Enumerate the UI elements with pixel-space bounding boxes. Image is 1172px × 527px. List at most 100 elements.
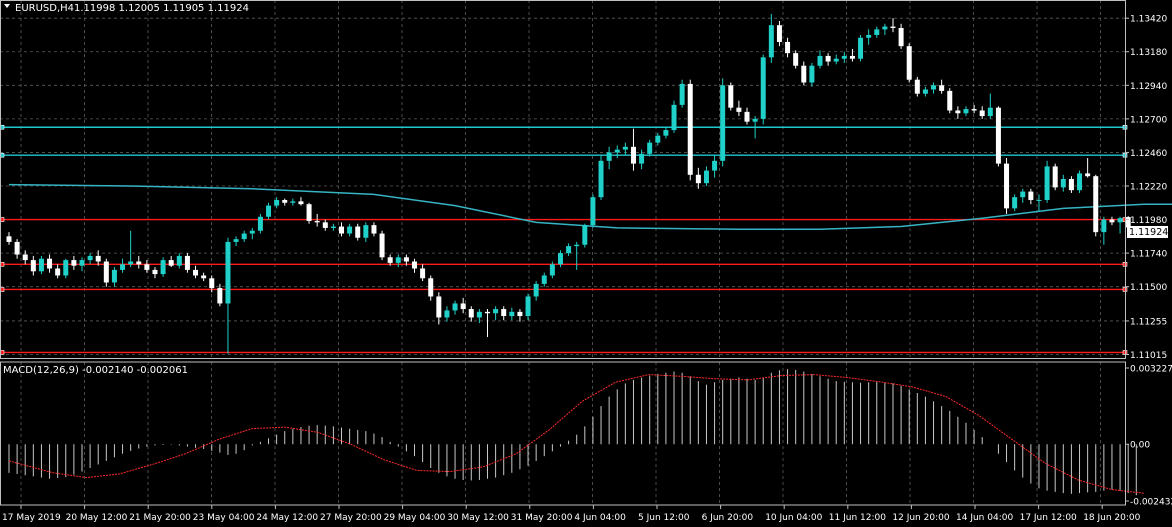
candle-bull bbox=[590, 197, 596, 226]
candle-bear bbox=[898, 27, 904, 47]
candle-bull bbox=[1101, 219, 1107, 233]
candle-bull bbox=[963, 109, 969, 114]
price-axis: 1.13420 1.13180 1.12940 1.12700 1.12460 1.122… bbox=[1125, 15, 1167, 361]
candle-bear bbox=[387, 257, 393, 263]
candle-bear bbox=[420, 268, 426, 279]
candle-bear bbox=[728, 85, 734, 108]
price-tick-label: 1.11015 bbox=[1130, 351, 1167, 361]
candle-bear bbox=[314, 220, 320, 223]
dropdown-triangle-icon[interactable] bbox=[4, 4, 10, 8]
panel-frames bbox=[0, 0, 1126, 506]
candle-bear bbox=[30, 260, 36, 272]
time-tick-label: 30 May 12:00 bbox=[447, 513, 509, 523]
candle-bull bbox=[63, 260, 69, 276]
candle-bear bbox=[412, 261, 417, 269]
candle-bear bbox=[906, 46, 912, 80]
level-line-handle[interactable] bbox=[0, 217, 5, 222]
candle-bull bbox=[1117, 218, 1123, 223]
candle-bull bbox=[922, 89, 928, 94]
level-line-handle[interactable] bbox=[0, 262, 5, 267]
macd-signal-line bbox=[8, 374, 1145, 494]
candle-bear bbox=[979, 110, 985, 117]
moving-average-line bbox=[8, 183, 1172, 231]
candle-bear bbox=[914, 79, 920, 94]
macd-histogram-layer bbox=[8, 369, 1137, 496]
candle-bear bbox=[282, 199, 288, 203]
candle-bull bbox=[363, 225, 369, 238]
candle-bull bbox=[476, 311, 482, 318]
candle-bull bbox=[549, 264, 555, 276]
candle-bull bbox=[87, 255, 93, 261]
candle-bear bbox=[339, 226, 345, 234]
candle-bull bbox=[866, 34, 872, 38]
candle-bear bbox=[371, 225, 377, 234]
candle-bear bbox=[468, 309, 474, 318]
time-tick-label: 4 Jun 04:00 bbox=[574, 513, 626, 523]
candle-bull bbox=[679, 83, 685, 105]
candle-bull bbox=[444, 310, 450, 318]
level-line-handle[interactable] bbox=[0, 124, 5, 130]
candle-bull bbox=[533, 283, 539, 297]
candle-bear bbox=[322, 222, 328, 228]
current-price-label: 1.11924 bbox=[1129, 227, 1168, 238]
candle-bull bbox=[241, 233, 247, 240]
candle-bull bbox=[720, 85, 726, 161]
price-tick-label: 1.12940 bbox=[1130, 82, 1167, 92]
candle-bull bbox=[606, 152, 612, 161]
candle-bear bbox=[436, 296, 442, 318]
current-price-badge: 1.11924 bbox=[1127, 226, 1168, 238]
candle-bull bbox=[525, 296, 531, 317]
candle-bear bbox=[71, 260, 77, 266]
candle-bear bbox=[776, 25, 782, 42]
time-tick-label: 27 May 20:00 bbox=[320, 513, 382, 523]
candle-bull bbox=[493, 309, 499, 314]
candle-bear bbox=[501, 309, 507, 317]
time-tick-label: 12 Jun 20:00 bbox=[892, 513, 949, 523]
candle-bear bbox=[6, 236, 12, 242]
candle-bull bbox=[712, 160, 718, 171]
candle-bear bbox=[201, 275, 207, 279]
price-tick-label: 1.12220 bbox=[1130, 182, 1167, 192]
level-line-handle[interactable] bbox=[0, 287, 5, 292]
candle-bear bbox=[306, 204, 312, 221]
candle-bull bbox=[38, 258, 44, 272]
candle-bear bbox=[1004, 163, 1010, 209]
time-tick-label: 18 Jun 20:00 bbox=[1083, 513, 1140, 523]
candle-bull bbox=[614, 149, 620, 153]
candle-bull bbox=[566, 246, 572, 254]
candle-bear bbox=[484, 311, 490, 314]
candle-bull bbox=[1012, 197, 1018, 209]
time-tick-label: 10 Jun 04:00 bbox=[765, 513, 822, 523]
time-tick-label: 23 May 04:00 bbox=[193, 513, 255, 523]
candle-bear bbox=[1125, 217, 1131, 228]
candle-bear bbox=[1068, 179, 1074, 191]
candle-bull bbox=[663, 130, 669, 136]
candle-bear bbox=[355, 226, 361, 238]
candle-bull bbox=[225, 241, 231, 304]
candle-bull bbox=[931, 85, 937, 90]
candle-bull bbox=[1036, 199, 1042, 201]
price-tick-label: 1.13420 bbox=[1130, 15, 1167, 25]
candle-bull bbox=[128, 261, 134, 265]
candle-bull bbox=[1077, 173, 1083, 191]
candle-bear bbox=[825, 55, 831, 62]
candle-bear bbox=[801, 65, 807, 83]
level-line-handle[interactable] bbox=[0, 152, 5, 158]
level-line-handle[interactable] bbox=[0, 350, 5, 355]
candle-bull bbox=[541, 275, 547, 284]
macd-tick-label: 0.003227 bbox=[1130, 365, 1172, 375]
candle-bear bbox=[209, 278, 215, 289]
candle-bull bbox=[266, 205, 272, 217]
macd-label: MACD(12,26,9) -0.002140 -0.002061 bbox=[3, 365, 188, 376]
price-badge-bg bbox=[1127, 226, 1168, 238]
candle-bull bbox=[509, 311, 515, 317]
candle-bear bbox=[103, 261, 109, 283]
horizontal-levels[interactable] bbox=[0, 124, 1128, 355]
candle-bull bbox=[452, 303, 458, 311]
candle-bear bbox=[695, 174, 701, 184]
candle-bull bbox=[833, 58, 839, 62]
candle-bear bbox=[460, 303, 466, 310]
ohlc-values: 1.11998 1.12005 1.11905 1.11924 bbox=[74, 3, 249, 14]
